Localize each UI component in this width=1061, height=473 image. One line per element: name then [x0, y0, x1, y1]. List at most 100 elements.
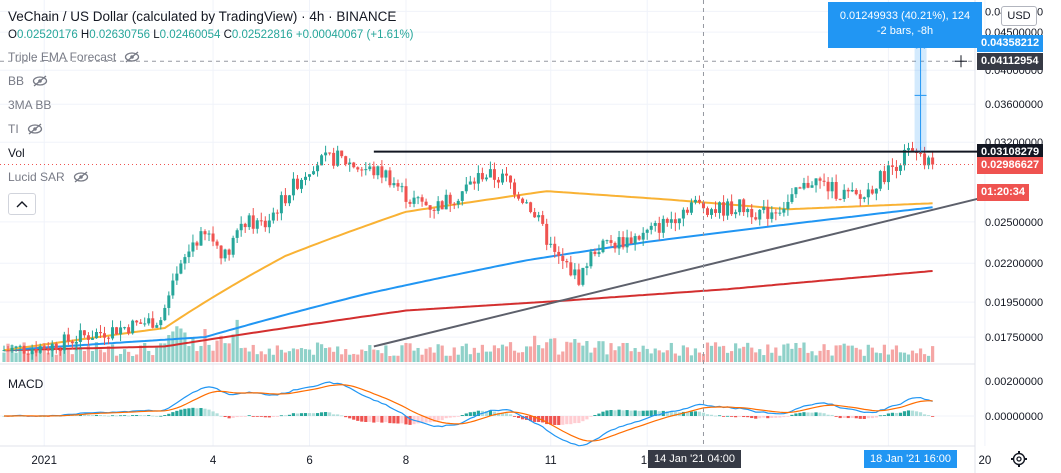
volume-bar: [561, 351, 565, 362]
candle: [356, 167, 360, 170]
candle: [259, 220, 263, 222]
candle: [119, 327, 123, 335]
indicator-ti[interactable]: TI: [8, 122, 43, 136]
indicator-lucid-sar[interactable]: Lucid SAR: [8, 170, 89, 184]
symbol-title[interactable]: VeChain / US Dollar (calculated by Tradi…: [8, 9, 397, 24]
volume-bar: [894, 345, 899, 362]
macd-tick-label: 0.00200000: [985, 376, 1043, 388]
candle: [673, 219, 677, 224]
macd-histogram-bar: [460, 415, 464, 416]
time-tick-label: 4: [210, 455, 217, 467]
candle: [219, 245, 223, 259]
indicator-3ma-bb[interactable]: 3MA BB: [8, 98, 51, 112]
candle: [291, 178, 295, 196]
candle: [517, 194, 521, 199]
time-axis[interactable]: 202146811131820: [31, 455, 991, 467]
volume-bar: [54, 354, 58, 362]
volume-bar: [677, 355, 681, 362]
volume-bar: [802, 342, 806, 362]
candle: [74, 341, 78, 344]
indicator-bb[interactable]: BB: [8, 74, 48, 88]
candle: [693, 199, 697, 203]
macd-histogram-bar: [247, 415, 251, 417]
macd-histogram-bar: [263, 416, 267, 418]
candle: [782, 208, 786, 213]
indicator-triple-ema[interactable]: Triple EMA Forecast: [8, 50, 140, 64]
volume-bar: [673, 353, 677, 362]
macd-histogram-bar: [597, 413, 601, 416]
candle: [577, 269, 581, 285]
volume-bar: [878, 353, 882, 362]
ohlc-o: 0.02520176: [16, 29, 78, 41]
candle: [569, 262, 573, 276]
macd-histogram-bar: [400, 416, 404, 424]
volume-bar: [549, 338, 553, 362]
volume-bar: [585, 341, 589, 362]
macd-histogram-bar: [613, 410, 617, 416]
macd-histogram-bar: [408, 416, 412, 425]
indicator-vol[interactable]: Vol: [8, 146, 25, 160]
eye-off-icon[interactable]: [73, 171, 89, 183]
volume-bar: [573, 339, 577, 362]
drawings[interactable]: [0, 0, 986, 446]
candle: [432, 209, 436, 211]
macd-histogram-bar: [94, 414, 99, 416]
macd-label[interactable]: MACD: [8, 377, 44, 391]
macd-histogram-bar: [858, 416, 862, 419]
candle: [746, 208, 750, 213]
macd-histogram-bar: [830, 414, 834, 416]
macd-histogram-bar: [259, 416, 263, 417]
macd-histogram-bar: [910, 410, 915, 416]
macd-histogram-bar: [219, 415, 223, 417]
macd-histogram-bar: [633, 410, 637, 416]
volume-bar: [408, 343, 412, 362]
volume-bar: [814, 355, 818, 362]
volume-bar: [649, 353, 653, 362]
candle: [862, 197, 866, 199]
candle: [894, 166, 898, 171]
volume-bar: [617, 346, 621, 362]
candle: [645, 229, 649, 233]
macd-histogram-bar: [593, 415, 597, 416]
macd-histogram-bar: [705, 414, 710, 416]
chevron-up-icon: [16, 201, 28, 208]
candle: [90, 338, 94, 340]
macd-histogram-bar: [488, 410, 493, 416]
volume-bar: [336, 346, 340, 362]
eye-off-icon[interactable]: [32, 75, 48, 87]
candle: [818, 178, 822, 181]
macd-histogram-bar: [468, 412, 472, 416]
macd-histogram-bar: [681, 411, 685, 416]
candle: [38, 346, 42, 353]
volume-bar: [271, 354, 275, 362]
volume-bar: [191, 336, 195, 362]
volume-bar: [476, 352, 480, 362]
volume-bar: [830, 355, 834, 362]
macd-histogram-bar: [697, 411, 702, 416]
macd-histogram-bar: [802, 412, 806, 416]
currency-button[interactable]: USD: [1001, 6, 1037, 26]
eye-off-icon[interactable]: [124, 51, 140, 63]
macd-histogram-bar: [324, 412, 328, 416]
candle: [62, 334, 66, 351]
volume-bar: [416, 347, 420, 362]
macd-histogram-bar: [862, 416, 866, 419]
volume-bar: [846, 345, 850, 362]
volume-bar: [151, 355, 155, 362]
sma-long-line: [3, 270, 933, 352]
macd-histogram-bar: [171, 412, 175, 416]
macd-histogram-bar: [127, 415, 131, 417]
eye-off-icon[interactable]: [27, 123, 43, 135]
candle: [195, 242, 199, 246]
volume-bar: [179, 328, 183, 362]
volume-bar: [295, 349, 300, 362]
price-axis-tag: 0.03108279: [977, 143, 1044, 161]
candle: [464, 184, 468, 192]
volume-bar: [810, 351, 814, 362]
volume-bar: [42, 343, 46, 362]
candle: [621, 237, 625, 248]
gear-icon[interactable]: [1010, 450, 1028, 468]
volume-bar: [303, 349, 308, 362]
collapse-legend-button[interactable]: [8, 193, 36, 215]
